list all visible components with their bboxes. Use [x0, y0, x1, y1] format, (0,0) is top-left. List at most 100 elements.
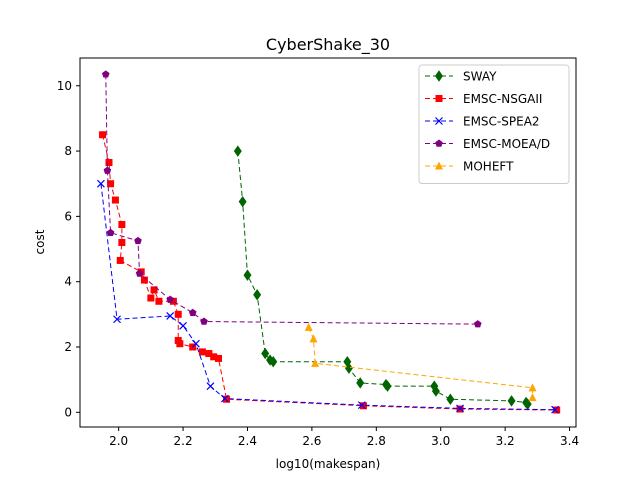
- data-point-emsc-moea-d: [134, 236, 142, 245]
- x-marker-stroke: [113, 315, 121, 324]
- y-tick-label: 4: [64, 275, 72, 289]
- x-marker-stroke: [357, 401, 366, 410]
- y-tick-label: 6: [64, 209, 72, 223]
- data-point-emsc-nsgaii: [111, 196, 119, 204]
- x-marker-stroke: [179, 321, 187, 330]
- data-point-emsc-spea2: [166, 312, 175, 320]
- data-point-emsc-nsgaii: [118, 239, 126, 246]
- data-point-emsc-moea-d: [473, 320, 482, 328]
- series-sway: [233, 145, 532, 410]
- data-point-sway: [356, 377, 365, 389]
- x-tick-label: 2.0: [109, 434, 128, 448]
- data-point-emsc-nsgaii: [118, 221, 126, 229]
- data-point-sway: [269, 355, 278, 368]
- data-point-moheft: [528, 393, 537, 402]
- plot-area: [97, 70, 561, 414]
- data-point-emsc-nsgaii: [198, 348, 206, 356]
- legend-label-emsc-nsgaii: EMSC-NSGAII: [463, 92, 542, 106]
- data-point-emsc-nsgaii: [107, 180, 115, 188]
- x-axis: 2.0 2.2 2.4 2.6 2.8 3.0 3.2 3.4: [109, 427, 579, 448]
- x-tick-label: 2.8: [367, 434, 386, 448]
- x-marker-stroke: [97, 179, 105, 188]
- x-tick-label: 2.2: [174, 434, 193, 448]
- legend-marker-emsc-spea2: [435, 117, 443, 125]
- data-point-emsc-spea2: [113, 315, 121, 324]
- series-line-emsc-spea2: [100, 183, 556, 411]
- data-point-emsc-nsgaii: [99, 131, 107, 139]
- data-point-sway: [383, 380, 392, 392]
- legend-box: [418, 64, 570, 184]
- legend-marker-emsc-moea-d: [435, 139, 443, 147]
- data-point-emsc-nsgaii: [116, 256, 124, 264]
- data-point-emsc-nsgaii: [553, 406, 561, 414]
- data-point-emsc-spea2: [192, 339, 200, 348]
- data-point-emsc-moea-d: [188, 308, 197, 316]
- legend-label-sway: SWAY: [463, 70, 497, 84]
- series-emsc-spea2: [97, 179, 559, 414]
- data-point-sway: [507, 395, 516, 407]
- data-point-emsc-spea2: [551, 405, 559, 414]
- y-axis: 0 2 4 6 8 10: [57, 79, 80, 419]
- data-point-sway: [261, 347, 270, 360]
- data-point-emsc-nsgaii: [147, 294, 155, 302]
- y-tick-label: 10: [57, 79, 72, 93]
- data-point-emsc-spea2: [221, 394, 229, 403]
- legend-marker-moheft: [435, 161, 443, 170]
- x-axis-label: log10(makespan): [276, 457, 381, 471]
- data-point-emsc-moea-d: [166, 295, 174, 303]
- data-point-sway: [446, 393, 455, 405]
- data-point-emsc-nsgaii: [150, 286, 158, 294]
- data-point-emsc-nsgaii: [174, 310, 182, 318]
- y-tick-label: 8: [64, 144, 72, 158]
- x-tick-label: 3.4: [560, 434, 579, 448]
- data-point-emsc-spea2: [456, 404, 464, 413]
- data-point-sway: [238, 195, 247, 208]
- x-marker-stroke: [206, 382, 215, 391]
- data-point-emsc-nsgaii: [359, 402, 367, 410]
- data-point-emsc-moea-d: [101, 70, 110, 78]
- data-point-emsc-spea2: [179, 321, 187, 330]
- legend-marker-sway: [435, 70, 443, 82]
- x-marker-stroke: [435, 117, 443, 125]
- data-point-sway: [243, 269, 252, 281]
- x-marker-stroke: [166, 312, 175, 320]
- data-point-moheft: [311, 358, 320, 367]
- data-point-emsc-spea2: [206, 382, 215, 391]
- data-point-sway: [253, 289, 262, 301]
- chart-title: CyberShake_30: [266, 35, 390, 55]
- series-emsc-moea-d: [101, 70, 482, 328]
- x-marker-stroke: [551, 405, 559, 414]
- y-tick-label: 0: [64, 405, 72, 419]
- data-point-emsc-nsgaii: [140, 276, 148, 284]
- data-point-emsc-moea-d: [135, 269, 144, 277]
- data-point-emsc-spea2: [97, 179, 105, 188]
- x-marker-stroke: [192, 339, 200, 348]
- data-point-emsc-spea2: [357, 401, 366, 410]
- x-tick-label: 2.4: [238, 434, 257, 448]
- data-point-sway: [431, 385, 440, 397]
- data-point-emsc-nsgaii: [205, 350, 213, 358]
- data-point-moheft: [304, 322, 313, 331]
- legend: SWAY EMSC-NSGAII EMSC-SPEA2 EMSC-MOEA/D MOHE…: [418, 64, 570, 184]
- data-point-moheft: [528, 383, 537, 392]
- data-point-emsc-nsgaii: [169, 297, 177, 305]
- data-point-emsc-nsgaii: [214, 354, 222, 362]
- data-point-emsc-nsgaii: [210, 353, 218, 361]
- x-tick-label: 3.0: [431, 434, 450, 448]
- y-tick-label: 2: [64, 340, 72, 354]
- legend-label-emsc-moea-d: EMSC-MOEA/D: [463, 137, 550, 151]
- data-point-emsc-nsgaii: [176, 340, 184, 348]
- data-point-emsc-moea-d: [200, 317, 208, 325]
- legend-label-emsc-spea2: EMSC-SPEA2: [463, 115, 540, 129]
- series-line-sway: [237, 151, 529, 405]
- x-tick-label: 2.6: [302, 434, 321, 448]
- x-marker-stroke: [221, 394, 229, 403]
- data-point-emsc-nsgaii: [105, 158, 113, 166]
- data-point-emsc-moea-d: [106, 228, 115, 236]
- data-point-sway: [233, 145, 242, 157]
- data-point-emsc-nsgaii: [223, 395, 231, 403]
- series-moheft: [304, 322, 537, 402]
- y-axis-label: cost: [33, 229, 47, 254]
- x-tick-label: 3.2: [496, 434, 515, 448]
- data-point-emsc-nsgaii: [155, 297, 163, 305]
